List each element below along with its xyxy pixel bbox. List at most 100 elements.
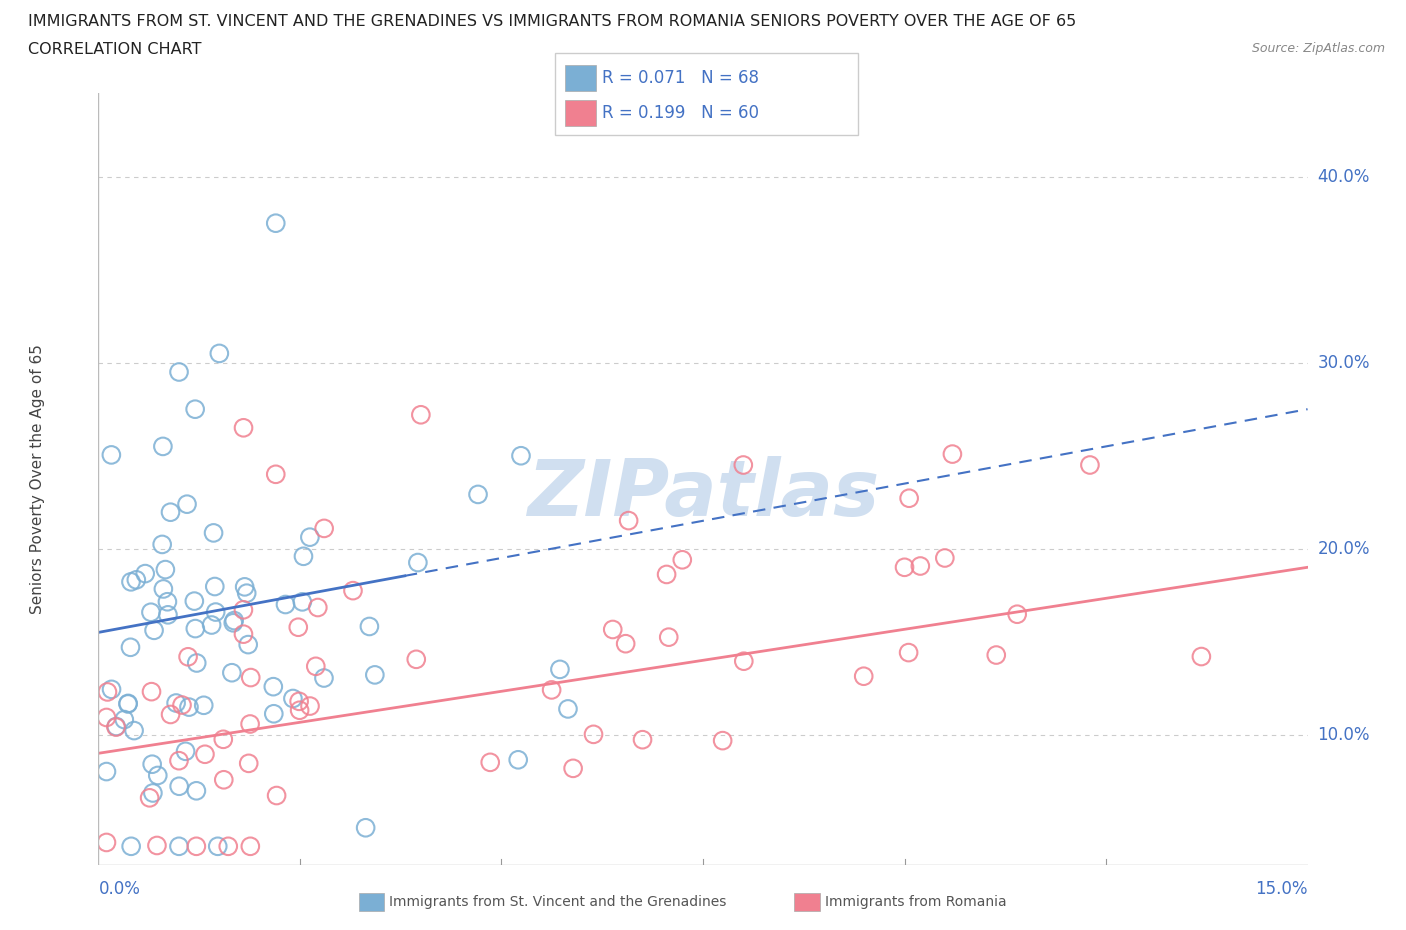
- Point: [671, 552, 693, 567]
- Point: [96, 764, 118, 779]
- Point: [232, 420, 254, 435]
- Point: [405, 652, 427, 667]
- Point: [184, 621, 207, 636]
- Point: [221, 665, 243, 680]
- Point: [305, 658, 328, 673]
- Point: [165, 696, 187, 711]
- Point: [167, 778, 190, 793]
- Point: [222, 616, 245, 631]
- Point: [557, 701, 579, 716]
- Point: [146, 768, 169, 783]
- Point: [288, 694, 311, 709]
- Point: [232, 627, 254, 642]
- Point: [139, 604, 162, 619]
- Text: Immigrants from St. Vincent and the Grenadines: Immigrants from St. Vincent and the Gren…: [389, 895, 727, 910]
- Text: 0.0%: 0.0%: [98, 880, 141, 897]
- Point: [354, 820, 377, 835]
- Point: [235, 586, 257, 601]
- Point: [155, 562, 177, 577]
- Point: [122, 724, 145, 738]
- Point: [138, 790, 160, 805]
- Point: [364, 668, 387, 683]
- Point: [1005, 606, 1028, 621]
- Point: [159, 505, 181, 520]
- Point: [655, 567, 678, 582]
- Point: [614, 636, 637, 651]
- Point: [239, 716, 262, 731]
- Text: Immigrants from Romania: Immigrants from Romania: [825, 895, 1007, 910]
- Point: [617, 513, 640, 528]
- Point: [134, 566, 156, 581]
- Point: [406, 555, 429, 570]
- Point: [548, 662, 571, 677]
- Point: [96, 710, 118, 724]
- Point: [142, 786, 165, 801]
- Point: [112, 712, 135, 727]
- Point: [208, 346, 231, 361]
- Point: [238, 637, 260, 652]
- Point: [167, 753, 190, 768]
- Point: [274, 597, 297, 612]
- Point: [100, 682, 122, 697]
- Point: [212, 732, 235, 747]
- Point: [141, 684, 163, 699]
- Point: [1078, 458, 1101, 472]
- Point: [711, 733, 734, 748]
- Point: [582, 727, 605, 742]
- Point: [281, 691, 304, 706]
- Point: [897, 645, 920, 660]
- Point: [141, 757, 163, 772]
- Point: [298, 698, 321, 713]
- Text: Source: ZipAtlas.com: Source: ZipAtlas.com: [1251, 42, 1385, 55]
- Point: [941, 446, 963, 461]
- Text: 30.0%: 30.0%: [1317, 353, 1369, 372]
- Point: [631, 732, 654, 747]
- Text: 40.0%: 40.0%: [1317, 167, 1369, 186]
- Point: [1189, 649, 1212, 664]
- Point: [186, 839, 208, 854]
- Point: [156, 594, 179, 609]
- Point: [167, 365, 190, 379]
- Point: [239, 671, 262, 685]
- Point: [152, 581, 174, 596]
- Point: [120, 640, 142, 655]
- Point: [177, 699, 200, 714]
- Point: [314, 521, 336, 536]
- Point: [150, 537, 173, 551]
- Text: 10.0%: 10.0%: [1317, 725, 1369, 744]
- Point: [212, 772, 235, 787]
- Point: [217, 839, 239, 854]
- Point: [291, 594, 314, 609]
- Point: [105, 719, 128, 734]
- Point: [96, 684, 118, 699]
- Point: [152, 439, 174, 454]
- Point: [186, 783, 208, 798]
- Point: [359, 619, 381, 634]
- Point: [100, 447, 122, 462]
- Point: [287, 619, 309, 634]
- Point: [852, 669, 875, 684]
- Point: [207, 839, 229, 854]
- Point: [288, 703, 311, 718]
- Point: [193, 698, 215, 712]
- Point: [312, 671, 335, 685]
- Point: [562, 761, 585, 776]
- Point: [204, 604, 226, 619]
- Point: [898, 491, 921, 506]
- Text: CORRELATION CHART: CORRELATION CHART: [28, 42, 201, 57]
- Point: [167, 839, 190, 854]
- Point: [508, 752, 530, 767]
- Point: [183, 593, 205, 608]
- Point: [120, 839, 142, 854]
- Point: [510, 448, 533, 463]
- Point: [224, 613, 246, 628]
- Point: [733, 458, 755, 472]
- Point: [202, 525, 225, 540]
- Point: [104, 720, 127, 735]
- Point: [156, 607, 179, 622]
- Point: [298, 530, 321, 545]
- Point: [264, 216, 287, 231]
- Point: [174, 744, 197, 759]
- Point: [146, 838, 169, 853]
- Point: [238, 756, 260, 771]
